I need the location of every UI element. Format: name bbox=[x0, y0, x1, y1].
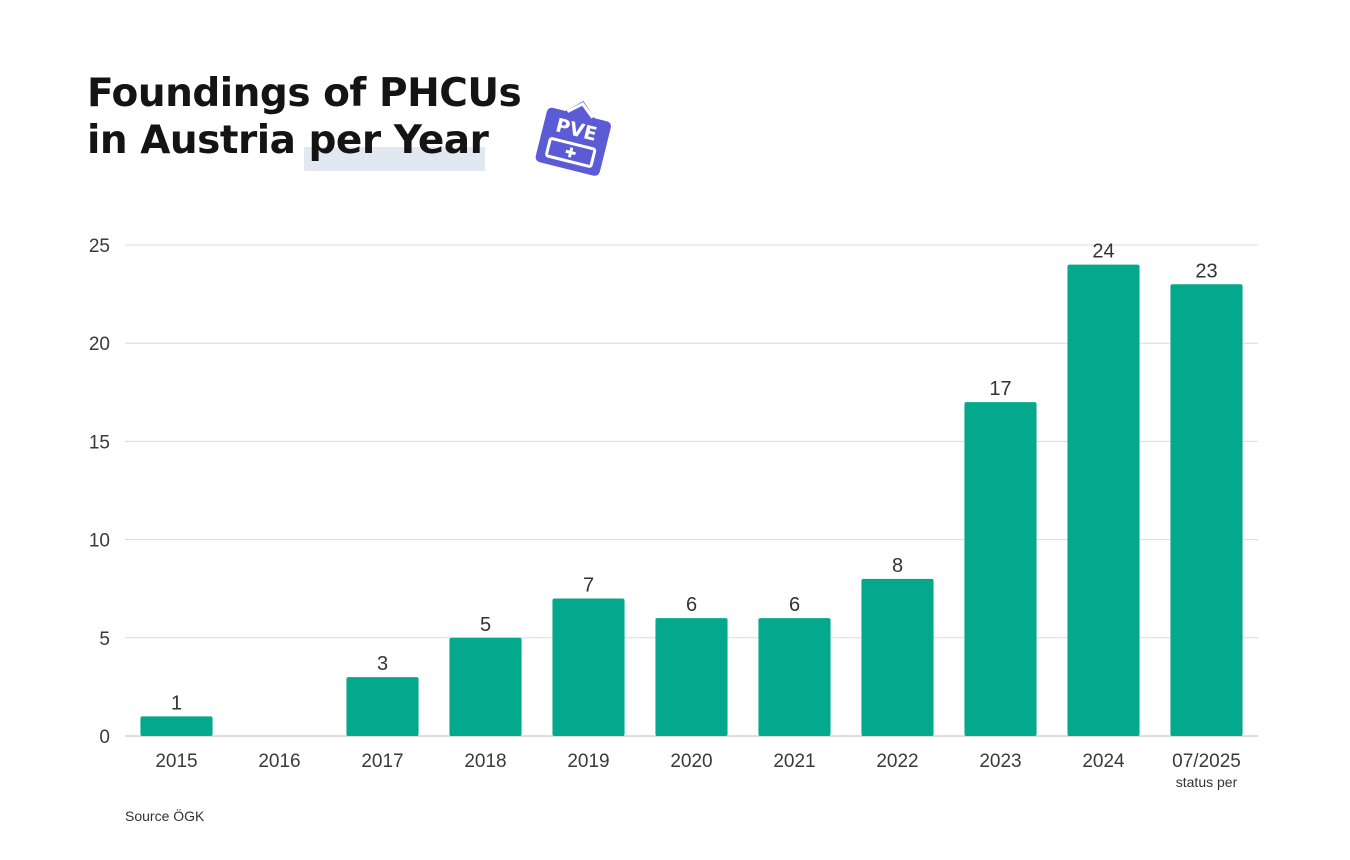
y-tick-label: 15 bbox=[89, 432, 110, 453]
pve-logo-icon: PVE bbox=[535, 101, 611, 176]
bar-2022 bbox=[861, 578, 934, 736]
y-tick-label: 0 bbox=[99, 727, 110, 748]
x-tick-label: 2021 bbox=[773, 751, 815, 772]
data-labels: 1 3 5 7 6 6 8 17 24 23 bbox=[171, 241, 1218, 715]
data-label: 6 bbox=[789, 594, 800, 616]
x-tick-label: 2024 bbox=[1082, 751, 1125, 772]
chart-title: Foundings of PHCUs in Austria per Year bbox=[87, 70, 522, 164]
chart-title-line-1: Foundings of PHCUs bbox=[87, 71, 522, 116]
data-label: 17 bbox=[989, 378, 1011, 400]
bar-2020 bbox=[655, 618, 728, 736]
bar-2019 bbox=[552, 598, 625, 736]
bar-2017 bbox=[346, 677, 419, 736]
y-axis-ticks: 0 5 10 15 20 25 bbox=[89, 236, 110, 748]
category-note: status per bbox=[1176, 774, 1238, 790]
y-tick-label: 25 bbox=[89, 236, 110, 257]
x-tick-label: 2018 bbox=[464, 751, 506, 772]
bar-07-2025 bbox=[1170, 284, 1243, 736]
chart-title-line-2: in Austria per Year bbox=[87, 118, 489, 163]
source-note: Source ÖGK bbox=[125, 808, 205, 824]
y-tick-label: 5 bbox=[99, 629, 110, 650]
data-label: 24 bbox=[1092, 241, 1114, 263]
x-tick-label: 2022 bbox=[876, 751, 918, 772]
data-label: 5 bbox=[480, 614, 491, 636]
bars bbox=[140, 264, 1243, 736]
x-axis-ticks: 2015 2016 2017 2018 2019 2020 2021 2022 2023 2024… bbox=[155, 751, 1240, 790]
bar-2023 bbox=[964, 402, 1037, 736]
x-tick-label: 2020 bbox=[670, 751, 712, 772]
bar-2015 bbox=[140, 716, 213, 736]
bar-2024 bbox=[1067, 264, 1140, 736]
y-tick-label: 20 bbox=[89, 334, 110, 355]
x-tick-label: 2017 bbox=[361, 751, 403, 772]
data-label: 1 bbox=[171, 692, 182, 714]
title-highlight bbox=[304, 147, 485, 171]
x-tick-label: 2023 bbox=[979, 751, 1021, 772]
x-tick-label: 07/2025 bbox=[1172, 751, 1241, 772]
data-label: 6 bbox=[686, 594, 697, 616]
bar-2021 bbox=[758, 618, 831, 736]
data-label: 3 bbox=[377, 653, 388, 675]
data-label: 7 bbox=[583, 575, 594, 597]
bar-2018 bbox=[449, 637, 522, 736]
y-tick-label: 10 bbox=[89, 531, 110, 552]
x-tick-label: 2019 bbox=[567, 751, 609, 772]
data-label: 8 bbox=[892, 555, 903, 577]
x-tick-label: 2015 bbox=[155, 751, 197, 772]
x-tick-label: 2016 bbox=[258, 751, 300, 772]
data-label: 23 bbox=[1195, 260, 1217, 282]
